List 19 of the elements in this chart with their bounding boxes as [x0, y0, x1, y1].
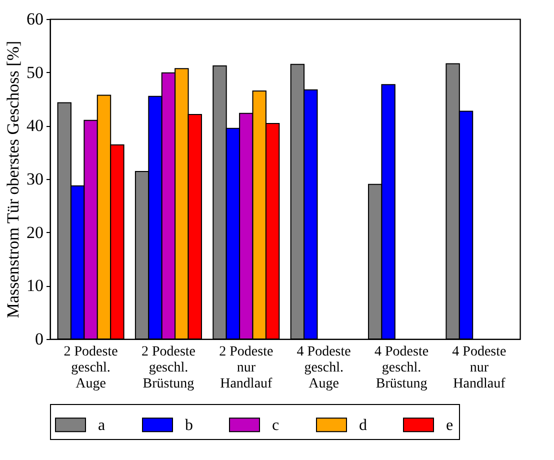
y-tick-label: 50 — [26, 62, 44, 82]
y-tick-label: 0 — [35, 330, 44, 348]
legend-label: c — [272, 416, 280, 434]
x-tick-label: 2 Podeste geschl. Auge — [64, 344, 118, 392]
x-tick-label: 4 Podeste nur Handlauf — [452, 344, 506, 392]
legend-label: b — [185, 416, 193, 434]
x-tick-label: 4 Podeste geschl. Brüstung — [374, 344, 429, 392]
legend-label: a — [98, 416, 106, 434]
x-tick-label: 2 Podeste geschl. Brüstung — [141, 344, 196, 392]
legend-label: e — [446, 416, 454, 434]
y-axis-title: Massenstrom Tür oberstes Geschoss [%] — [4, 40, 22, 318]
y-tick-label: 30 — [26, 170, 44, 188]
x-tick-label: 4 Podeste geschl. Auge — [296, 344, 351, 392]
x-tick-label: 2 Podeste nur Handlauf — [219, 344, 274, 392]
y-tick-label: 20 — [26, 222, 44, 242]
y-tick-label: 40 — [26, 116, 44, 136]
y-tick-label: 10 — [26, 276, 44, 296]
y-tick-label: 60 — [26, 10, 44, 28]
legend-label: d — [359, 416, 367, 434]
